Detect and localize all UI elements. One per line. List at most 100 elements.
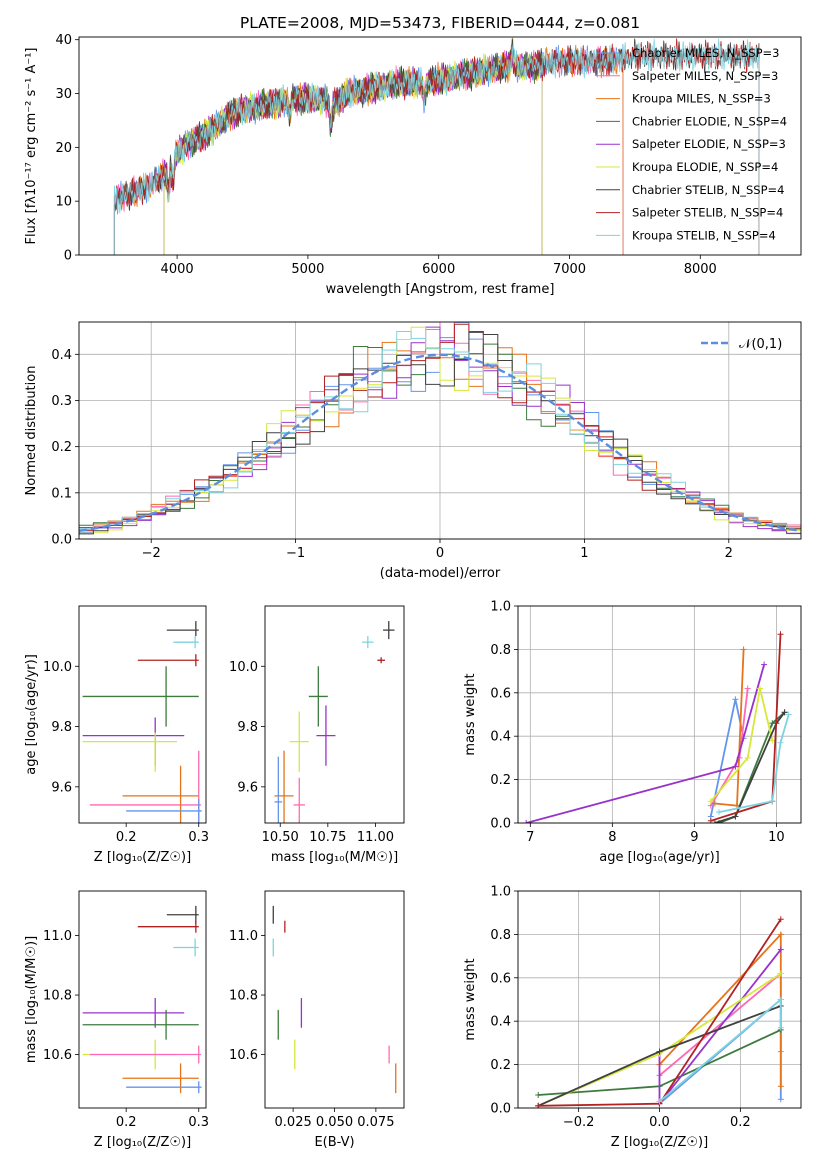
weight-line — [658, 997, 782, 1103]
y-tick-label: 10.6 — [229, 1048, 258, 1063]
x-tick-label: 0.050 — [316, 1115, 353, 1130]
x-tick-label: 0.0 — [649, 1115, 670, 1130]
x-tick-label: 0.3 — [188, 830, 209, 845]
weight-line — [714, 711, 786, 823]
y-tick-label: 0.4 — [490, 730, 511, 745]
x-tick-label: 6000 — [422, 262, 455, 277]
x-axis-label: Z [log₁₀(Z/Z☉)] — [94, 850, 191, 865]
y-tick-label: 1.0 — [490, 885, 511, 900]
y-tick-label: 9.6 — [237, 780, 258, 795]
weight-line — [710, 688, 774, 802]
y-tick-label: 0.0 — [490, 1102, 511, 1117]
histogram-step — [79, 331, 801, 537]
legend-entry: Salpeter ELODIE, N_SSP=3 — [632, 137, 786, 151]
plot-frame — [78, 890, 207, 1109]
x-tick-label: 2 — [725, 546, 733, 561]
weight-line — [718, 714, 790, 813]
y-tick-label: 10.8 — [229, 989, 258, 1004]
plot-frame — [264, 605, 405, 824]
y-tick-label: 0.8 — [490, 928, 511, 943]
legend-entry: Kroupa MILES, N_SSP=3 — [632, 92, 771, 106]
histogram-step — [79, 331, 801, 532]
plot-frame — [78, 36, 802, 256]
y-tick-label: 0.2 — [51, 440, 72, 455]
x-axis-label: E(B-V) — [314, 1135, 354, 1150]
y-tick-label: 0.4 — [51, 348, 72, 363]
x-tick-label: 7000 — [553, 262, 586, 277]
x-tick-label: 11.00 — [357, 830, 394, 845]
x-tick-label: 10.75 — [309, 830, 346, 845]
legend-entry: Salpeter STELIB, N_SSP=4 — [632, 206, 783, 220]
y-tick-label: 0 — [64, 249, 72, 264]
plot-area — [274, 621, 395, 823]
y-axis-label: Flux [fλ10⁻¹⁷ erg cm⁻² s⁻¹ A⁻¹] — [24, 48, 39, 245]
x-tick-label: 0.025 — [275, 1115, 312, 1130]
spectrum-line — [113, 38, 760, 255]
y-tick-label: 10.8 — [43, 989, 72, 1004]
spectrum-line — [163, 48, 543, 255]
y-tick-label: 9.8 — [51, 720, 72, 735]
y-tick-label: 0.6 — [490, 686, 511, 701]
y-axis-label: mass weight — [463, 673, 478, 755]
y-tick-label: 1.0 — [490, 600, 511, 615]
y-tick-label: 0.0 — [51, 533, 72, 548]
legend-entry: 𝒩(0,1) — [739, 337, 782, 352]
plot-area — [535, 916, 784, 1108]
y-tick-label: 0.2 — [490, 1058, 511, 1073]
plot-frame — [517, 605, 802, 824]
x-tick-label: −2 — [142, 546, 161, 561]
y-tick-label: 30 — [55, 87, 72, 102]
x-tick-label: 1 — [580, 546, 588, 561]
x-tick-label: 0.3 — [188, 1115, 209, 1130]
y-axis-label: age [log₁₀(age/yr)] — [24, 654, 39, 775]
y-tick-label: 0.3 — [51, 394, 72, 409]
y-axis-label: mass [log₁₀(M/M☉)] — [24, 936, 39, 1063]
y-tick-label: 20 — [55, 141, 72, 156]
y-tick-label: 0.1 — [51, 486, 72, 501]
y-tick-label: 10 — [55, 195, 72, 210]
x-tick-label: 5000 — [291, 262, 324, 277]
x-axis-label: (data-model)/error — [380, 566, 501, 581]
plot-area — [113, 37, 760, 255]
weight-line — [658, 949, 782, 1107]
legend-entry: Chabrier STELIB, N_SSP=4 — [632, 183, 784, 197]
plot-area — [82, 905, 202, 1094]
y-tick-label: 0.4 — [490, 1015, 511, 1030]
y-tick-label: 0.8 — [490, 643, 511, 658]
x-axis-label: Z [log₁₀(Z/Z☉)] — [94, 1135, 191, 1150]
x-tick-label: 8000 — [684, 262, 717, 277]
y-tick-label: 9.8 — [237, 720, 258, 735]
normal-curve — [79, 353, 801, 533]
x-axis-label: Z [log₁₀(Z/Z☉)] — [611, 1135, 708, 1150]
y-tick-label: 11.0 — [229, 929, 258, 944]
x-axis-label: mass [log₁₀(M/M☉)] — [271, 850, 398, 865]
plot-frame — [78, 321, 802, 540]
x-tick-label: 10 — [768, 830, 785, 845]
y-tick-label: 10.0 — [229, 660, 258, 675]
y-tick-label: 40 — [55, 33, 72, 48]
x-tick-label: 8 — [608, 830, 616, 845]
plot-area — [523, 631, 792, 823]
x-tick-label: 9 — [690, 830, 698, 845]
plot-frame — [517, 890, 802, 1109]
y-tick-label: 10.6 — [43, 1048, 72, 1063]
legend-entry: Chabrier MILES, N_SSP=3 — [632, 46, 779, 60]
x-tick-label: 7 — [526, 830, 534, 845]
x-tick-label: 0.2 — [730, 1115, 751, 1130]
legend-entry: Kroupa STELIB, N_SSP=4 — [632, 228, 776, 242]
plot-area — [79, 322, 801, 537]
plot-area — [272, 905, 397, 1094]
legend-entry: Salpeter MILES, N_SSP=3 — [632, 69, 778, 83]
x-tick-label: 0.2 — [116, 1115, 137, 1130]
y-axis-label: mass weight — [463, 958, 478, 1040]
y-tick-label: 0.6 — [490, 971, 511, 986]
chart-title: PLATE=2008, MJD=53473, FIBERID=0444, z=0… — [240, 14, 640, 32]
y-tick-label: 9.6 — [51, 780, 72, 795]
plot-area — [82, 621, 202, 823]
y-tick-label: 11.0 — [43, 929, 72, 944]
legend-entry: Kroupa ELODIE, N_SSP=4 — [632, 160, 778, 174]
plot-frame — [264, 890, 405, 1109]
y-tick-label: 10.0 — [43, 660, 72, 675]
x-tick-label: 0.2 — [116, 830, 137, 845]
